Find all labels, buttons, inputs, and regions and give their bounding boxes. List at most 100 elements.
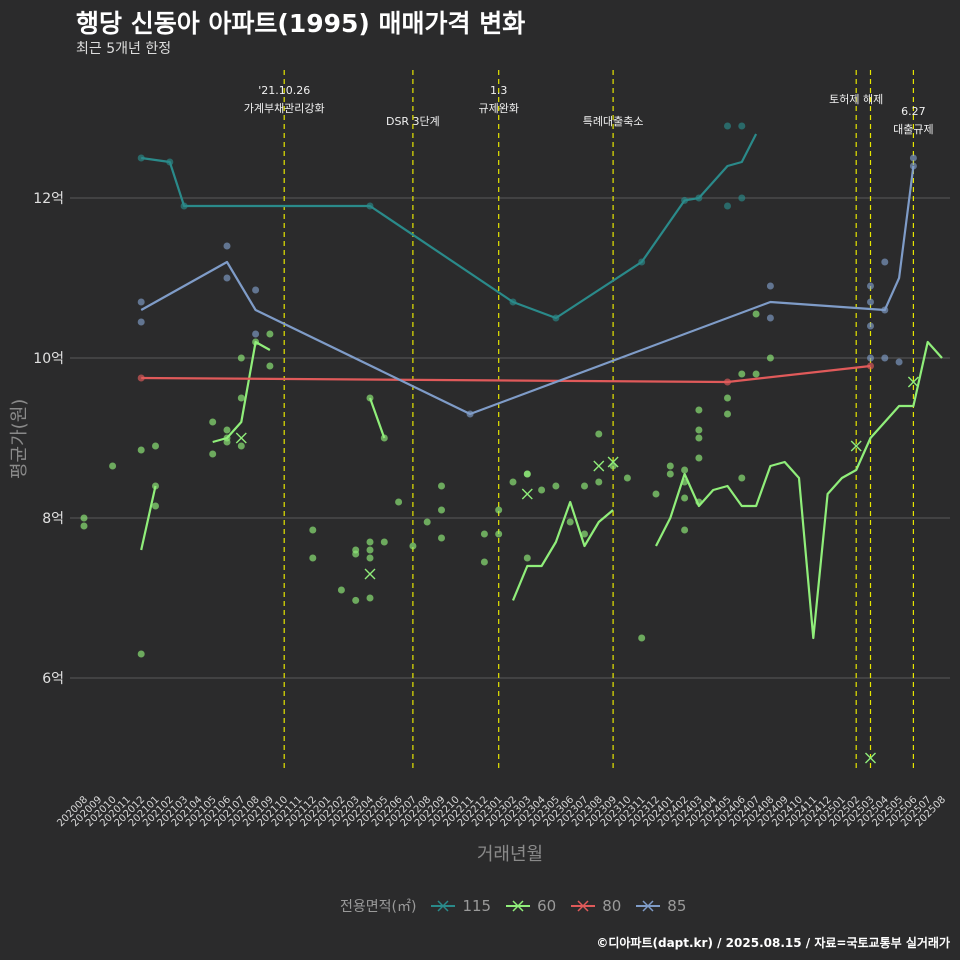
point-60 [766, 354, 774, 362]
cancel-mark-60 [235, 432, 247, 444]
event-annotation: 규제완화 [478, 102, 518, 115]
point-60 [695, 454, 703, 462]
y-tick-label: 12억 [33, 191, 64, 207]
event-annotation: 가계부채관리강화 [244, 102, 325, 115]
point-115 [738, 194, 746, 202]
series-line-60 [212, 340, 271, 444]
point-60 [681, 466, 689, 474]
point-60 [438, 534, 445, 542]
point-60 [309, 526, 317, 534]
chart-title: 행당 신동아 아파트(1995) 매매가격 변화 [76, 9, 526, 38]
y-axis-label: 평균가(원) [9, 398, 30, 479]
point-115 [738, 122, 746, 130]
point-60 [538, 486, 546, 494]
point-60 [752, 310, 760, 318]
x-axis-label: 거래년월 [476, 844, 544, 865]
point-60 [681, 494, 689, 502]
legend-key-60-icon [506, 900, 531, 912]
legend-title: 전용면적(㎡) [340, 899, 417, 915]
point-60 [523, 554, 531, 562]
legend-item-115: 115 [430, 897, 491, 915]
point-85 [137, 318, 145, 326]
point-85 [867, 298, 874, 306]
point-60 [266, 362, 274, 370]
point-60 [438, 482, 445, 490]
point-60 [109, 462, 117, 470]
cancel-mark-60 [865, 752, 876, 764]
point-60 [237, 442, 245, 450]
cancel-mark-60 [364, 568, 376, 580]
point-60 [724, 394, 731, 402]
point-60 [495, 530, 503, 538]
point-60 [638, 634, 646, 642]
legend-item-60: 60 [505, 897, 556, 915]
source-caption: ©디아파트(dapt.kr) / 2025.08.15 / 자료=국토교통부 실… [596, 936, 950, 950]
point-85 [766, 314, 774, 322]
point-60 [438, 506, 445, 514]
point-60 [152, 442, 159, 450]
point-60 [738, 370, 746, 378]
point-60 [623, 474, 631, 482]
point-60 [495, 506, 503, 514]
event-annotation: 대출규제 [893, 123, 933, 136]
point-60 [223, 438, 231, 446]
point-60 [137, 446, 145, 454]
legend-key-85-icon [636, 900, 661, 912]
point-60 [724, 410, 731, 418]
point-60 [695, 426, 703, 434]
event-annotation: 특례대출축소 [583, 115, 644, 128]
point-60 [266, 330, 274, 338]
legend: 전용면적(㎡) 115 60 80 85 [340, 896, 686, 916]
legend-item-80: 80 [570, 897, 621, 915]
point-85 [137, 298, 145, 306]
point-60 [366, 546, 374, 554]
legend-label-115: 115 [462, 897, 492, 915]
point-60 [337, 586, 345, 594]
event-annotation: DSR 3단계 [386, 115, 440, 128]
point-60 [681, 526, 689, 534]
legend-key-115-icon [431, 900, 456, 912]
point-60 [209, 418, 217, 426]
point-60 [666, 470, 674, 478]
point-85 [867, 322, 874, 330]
point-60 [352, 596, 360, 604]
point-60 [752, 370, 760, 378]
point-85 [867, 354, 874, 362]
point-60 [695, 406, 703, 414]
point-60 [223, 426, 231, 434]
point-85 [223, 242, 231, 250]
point-60 [309, 554, 317, 562]
series-line-60 [655, 340, 943, 640]
point-60 [80, 514, 88, 522]
event-annotation: 1.3 [490, 84, 508, 97]
point-60 [209, 450, 217, 458]
point-85 [252, 330, 260, 338]
point-60 [695, 434, 703, 442]
point-85 [252, 286, 260, 294]
point-60 [380, 538, 388, 546]
series-line-60 [140, 485, 157, 551]
point-115 [724, 122, 731, 130]
point-85 [766, 282, 774, 290]
cancel-mark-60 [593, 460, 605, 472]
series-line-85 [140, 165, 915, 416]
point-60 [480, 530, 488, 538]
point-60 [352, 550, 360, 558]
point-60 [237, 394, 245, 402]
point-85 [867, 282, 874, 290]
legend-item-85: 85 [635, 897, 686, 915]
point-60 [595, 430, 603, 438]
point-60 [152, 502, 159, 510]
point-115 [724, 202, 731, 210]
point-60 [509, 478, 517, 486]
point-60 [395, 498, 403, 506]
point-60 [652, 490, 660, 498]
point-85 [881, 354, 889, 362]
point-60 [738, 474, 746, 482]
cancel-mark-60 [850, 440, 862, 452]
point-60 [366, 538, 374, 546]
point-85 [881, 258, 889, 266]
point-60 [480, 558, 488, 566]
point-60 [581, 530, 588, 538]
